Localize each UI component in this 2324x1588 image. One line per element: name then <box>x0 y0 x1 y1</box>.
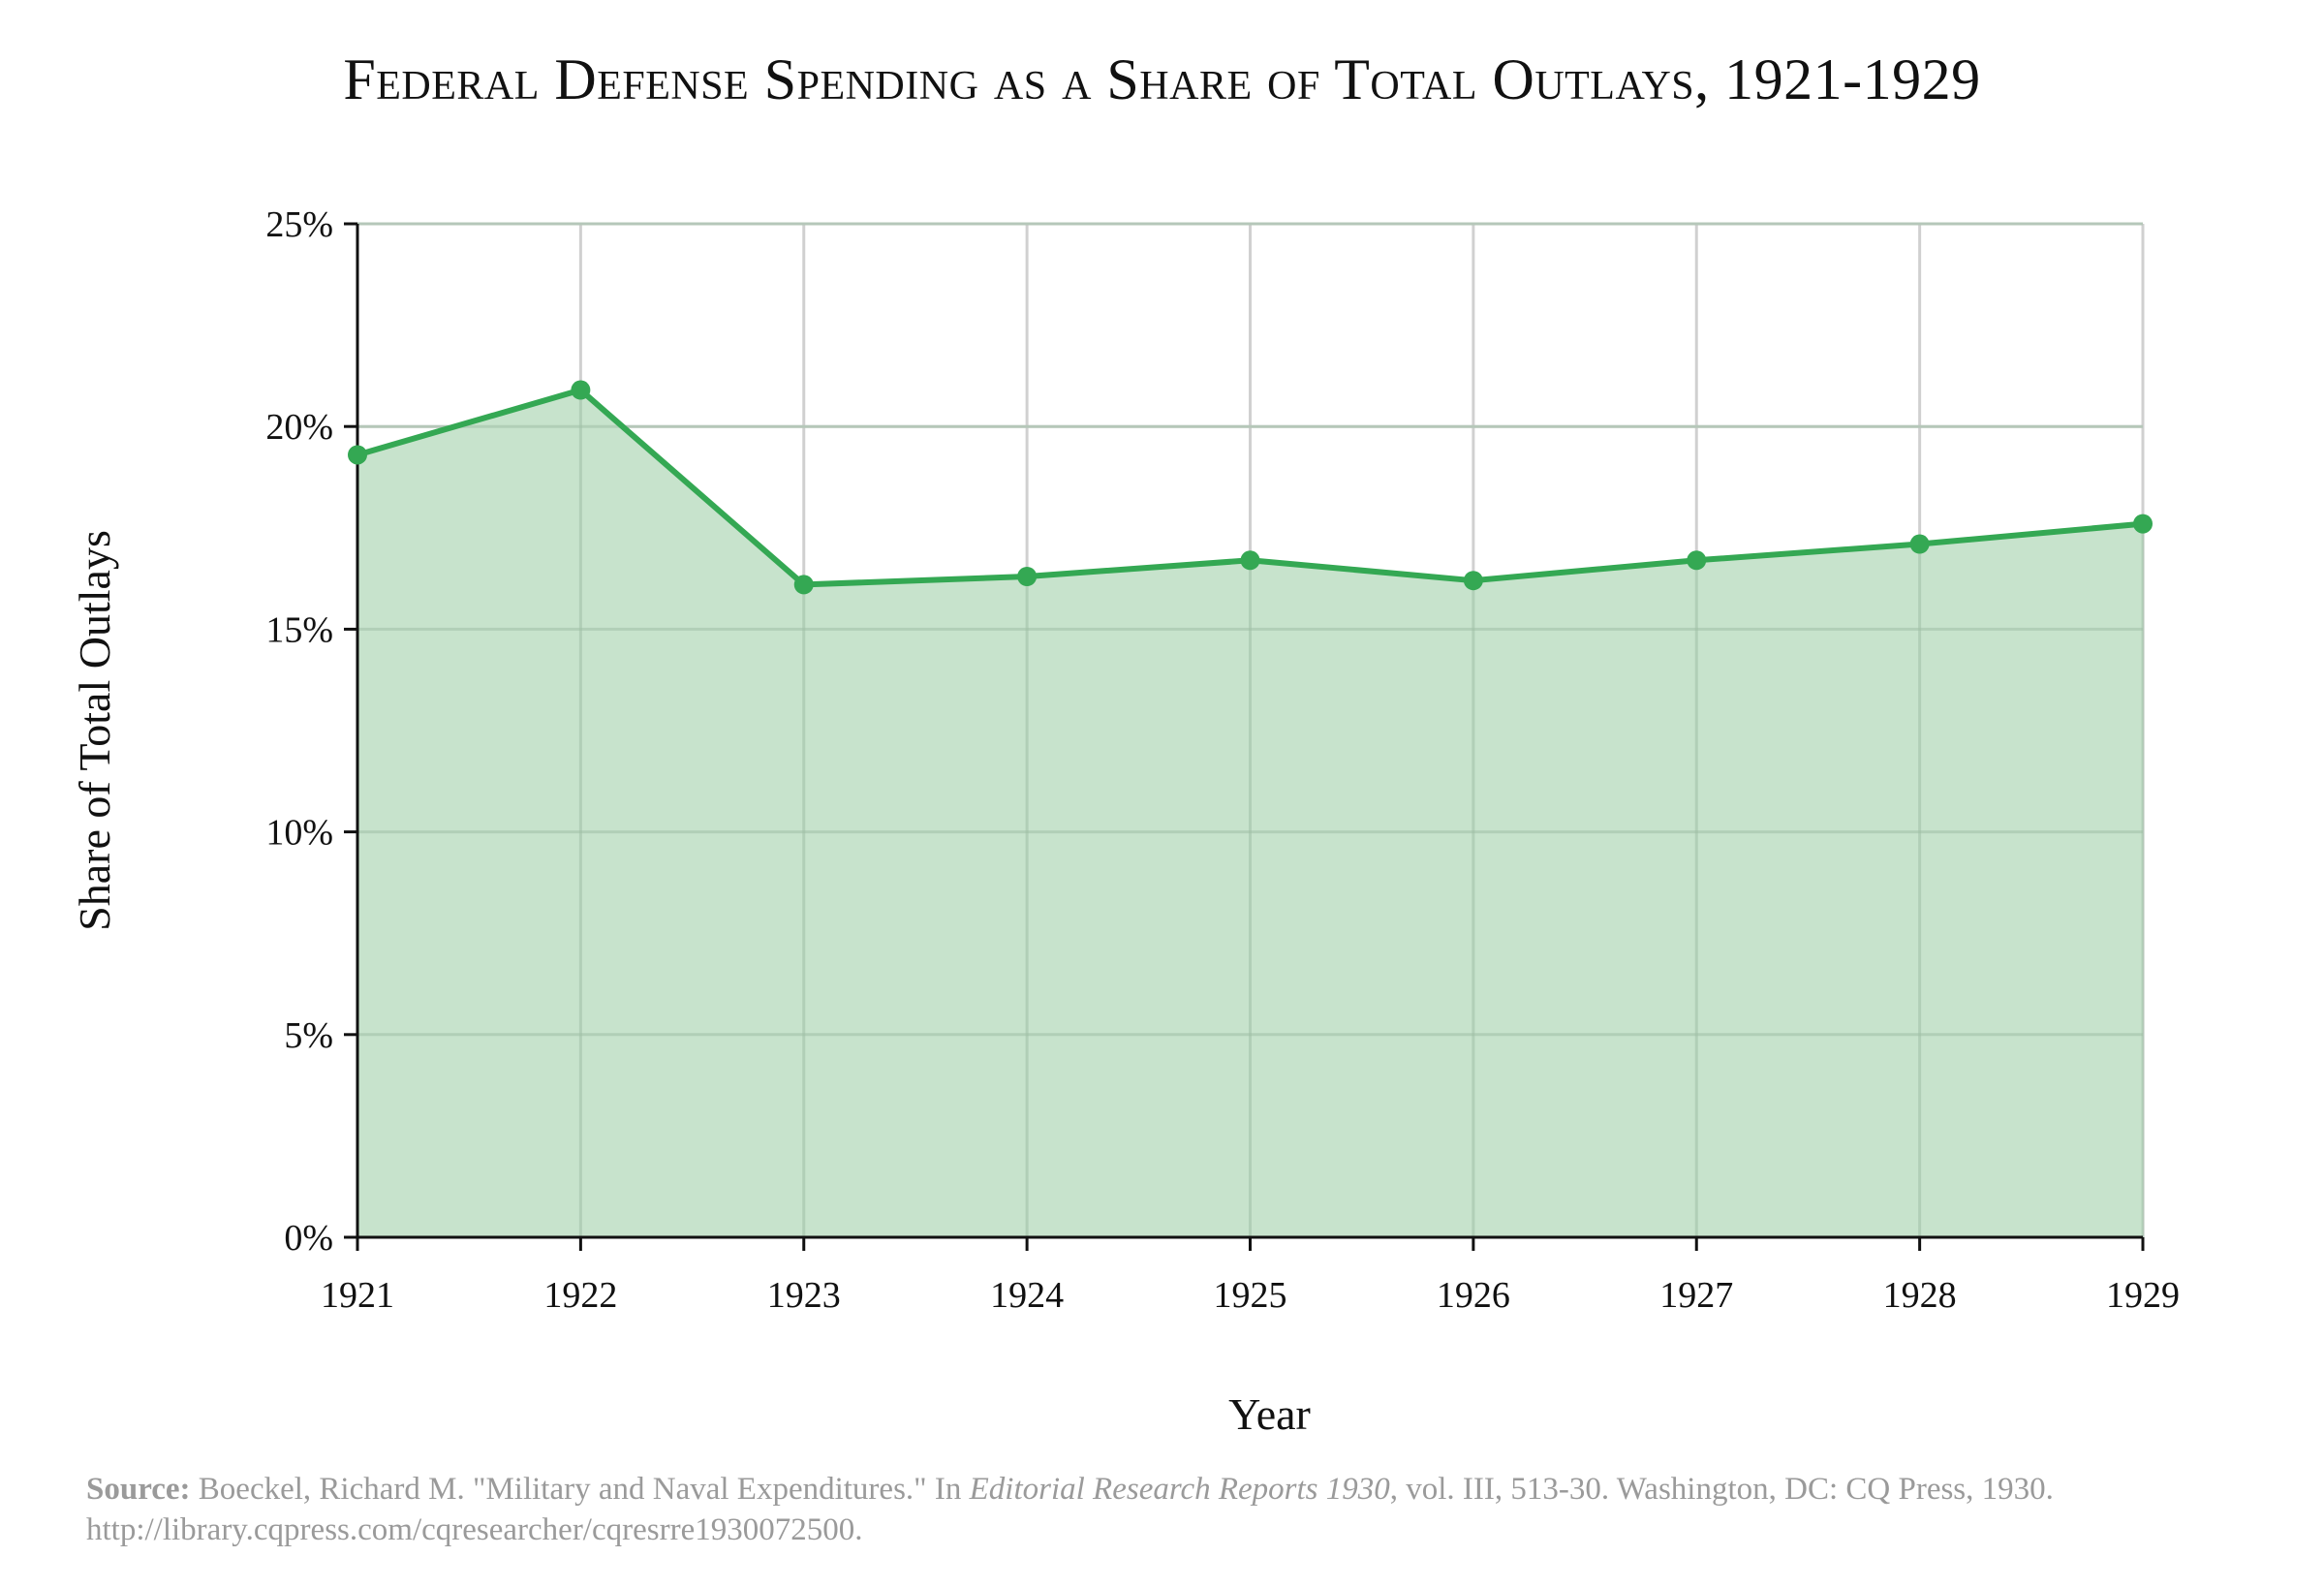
area-layer <box>356 222 2145 1237</box>
x-tick-label: 1926 <box>1437 1275 1510 1316</box>
y-axis-title: Share of Total Outlays <box>70 530 119 931</box>
x-tick-label: 1928 <box>1883 1275 1957 1316</box>
y-tick-label: 0% <box>284 1218 333 1259</box>
data-point <box>348 445 367 465</box>
x-tick-label: 1929 <box>2106 1275 2180 1316</box>
y-tick-label: 10% <box>265 813 333 854</box>
x-tick-label: 1925 <box>1214 1275 1287 1316</box>
data-point <box>1909 534 1930 554</box>
axis-labels: 0% 5% 10% 15% 20% 25% 1921 1922 1923 1924 1925 1926… <box>70 204 2180 1439</box>
data-point <box>793 575 814 595</box>
source-text-after: , vol. III, 513-30. Washington, DC: CQ P… <box>86 1472 2054 1547</box>
data-points <box>348 380 2153 595</box>
y-tick-label: 25% <box>265 204 333 245</box>
x-tick-label: 1921 <box>321 1275 394 1316</box>
data-point <box>1463 571 1483 591</box>
x-axis-title: Year <box>1228 1389 1311 1439</box>
x-tick-label: 1922 <box>543 1275 617 1316</box>
data-point <box>2133 514 2153 534</box>
data-point <box>1240 550 1260 571</box>
axes <box>344 222 2145 1251</box>
data-point <box>1687 550 1707 571</box>
x-tick-label: 1927 <box>1659 1275 1733 1316</box>
x-tick-label: 1924 <box>990 1275 1064 1316</box>
y-tick-label: 20% <box>265 407 333 448</box>
source-label: Source: <box>86 1472 191 1507</box>
source-italic-title: Editorial Research Reports 1930 <box>969 1472 1390 1507</box>
data-point <box>571 380 591 400</box>
y-tick-label: 15% <box>265 609 333 650</box>
data-point <box>1017 567 1038 587</box>
x-tick-label: 1923 <box>767 1275 841 1316</box>
source-text-before: Boeckel, Richard M. "Military and Naval … <box>198 1472 970 1507</box>
y-tick-label: 5% <box>284 1015 333 1056</box>
chart-title: Federal Defense Spending as a Share of T… <box>343 47 1981 111</box>
source-note: Source: Boeckel, Richard M. "Military an… <box>86 1469 2256 1550</box>
